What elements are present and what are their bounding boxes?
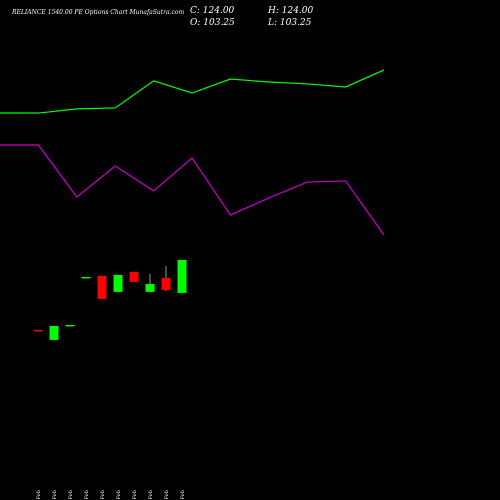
x-tick-label: 17 Feb	[84, 490, 90, 500]
candle-body	[129, 271, 139, 282]
candle-body	[33, 329, 43, 332]
candle-body	[65, 324, 75, 327]
ohlc-label: L: 103.25	[267, 18, 312, 28]
x-tick-label: 18 Feb	[100, 490, 106, 500]
chart-title: RELIANCE 1540.00 PE Options Chart Munafa…	[11, 9, 184, 16]
ohlc-label: O: 103.25	[190, 18, 235, 28]
x-tick-label: 19 Feb	[116, 490, 122, 500]
x-tick-label: 25 Feb	[180, 490, 186, 500]
indicator-line	[0, 69, 385, 114]
candle-body	[81, 276, 91, 279]
x-tick-label: 12 Feb	[68, 490, 74, 500]
candle-body	[49, 325, 59, 340]
x-tick-label: 10 Feb	[52, 490, 58, 500]
ohlc-label: H: 124.00	[267, 6, 314, 16]
candle-body	[97, 275, 107, 299]
x-tick-label: 23 Feb	[148, 490, 154, 500]
indicator-line	[0, 144, 385, 236]
x-tick-label: 20 Feb	[132, 490, 138, 500]
x-tick-label: 09 Feb	[36, 490, 42, 500]
candle-body	[177, 259, 187, 293]
candle-body	[161, 277, 171, 290]
ohlc-label: C: 124.00	[190, 6, 235, 16]
x-tick-label: 24 Feb	[164, 490, 170, 500]
candle-body	[113, 274, 123, 292]
candle-body	[145, 283, 155, 292]
